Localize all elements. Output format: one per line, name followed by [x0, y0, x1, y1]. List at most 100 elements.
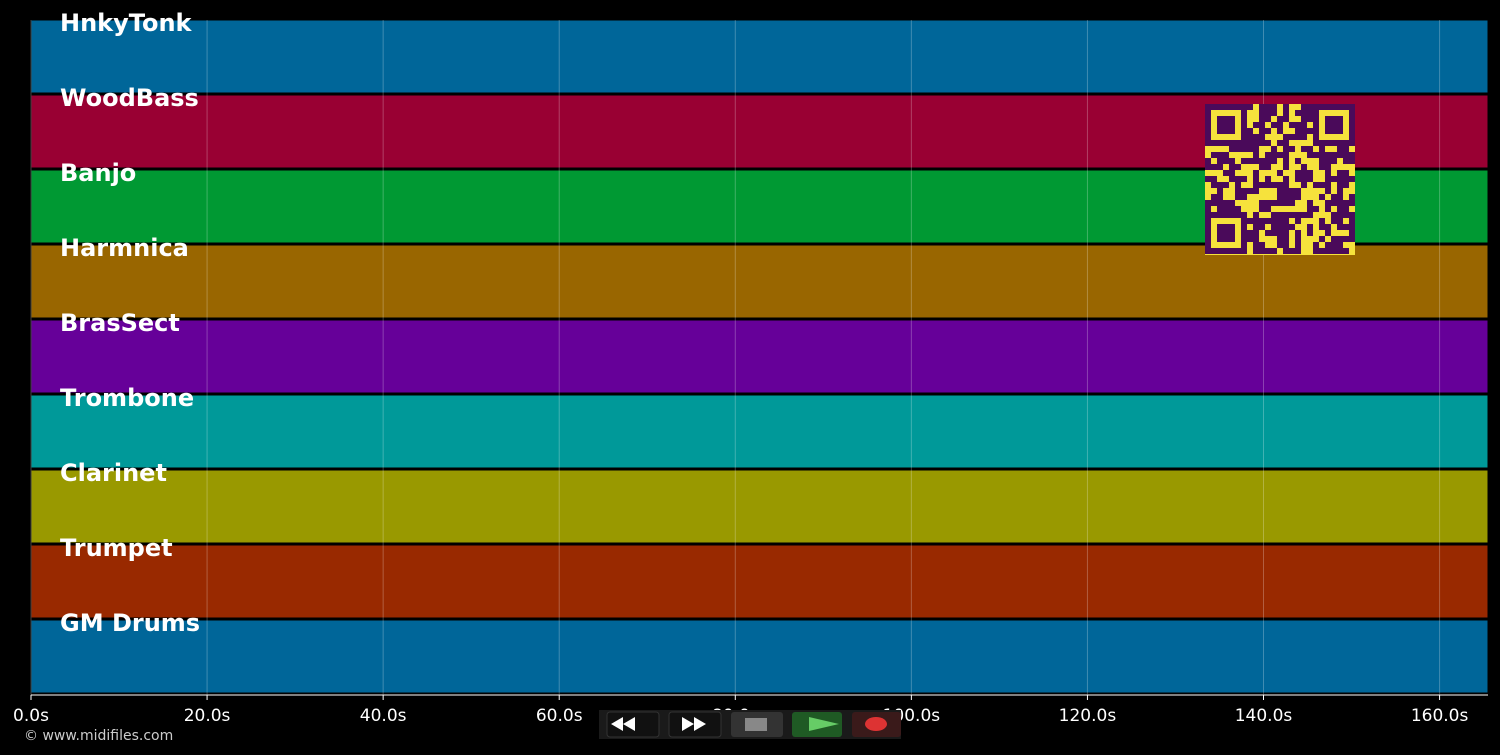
qr-module [1205, 110, 1211, 116]
qr-module [1331, 158, 1337, 164]
qr-module [1277, 194, 1283, 200]
qr-module [1211, 200, 1217, 206]
qr-module [1349, 110, 1355, 116]
qr-module [1253, 152, 1259, 158]
qr-module [1223, 200, 1229, 206]
play-button[interactable] [792, 712, 842, 737]
qr-module [1241, 110, 1247, 116]
qr-module [1325, 188, 1331, 194]
qr-module [1265, 206, 1271, 212]
qr-module [1283, 104, 1289, 110]
qr-module [1223, 230, 1229, 236]
qr-module [1337, 152, 1343, 158]
track-name: GM Drums [60, 609, 200, 637]
qr-module [1253, 176, 1259, 182]
qr-module [1247, 236, 1253, 242]
qr-module [1283, 212, 1289, 218]
qr-module [1307, 116, 1313, 122]
qr-module [1337, 170, 1343, 176]
forward-button[interactable] [668, 711, 722, 738]
qr-module [1259, 248, 1265, 254]
qr-module [1223, 140, 1229, 146]
qr-module [1223, 212, 1229, 218]
qr-module [1235, 188, 1241, 194]
qr-module [1325, 122, 1331, 128]
qr-module [1247, 140, 1253, 146]
qr-module [1205, 230, 1211, 236]
qr-module [1211, 140, 1217, 146]
qr-module [1349, 194, 1355, 200]
rewind-button[interactable] [606, 711, 660, 738]
qr-module [1265, 140, 1271, 146]
qr-module [1349, 200, 1355, 206]
qr-module [1277, 140, 1283, 146]
qr-module [1283, 134, 1289, 140]
qr-module [1343, 224, 1349, 230]
qr-module [1235, 182, 1241, 188]
qr-module [1235, 176, 1241, 182]
qr-module [1247, 230, 1253, 236]
qr-module [1265, 164, 1271, 170]
qr-module [1319, 248, 1325, 254]
qr-module [1331, 194, 1337, 200]
qr-module [1313, 122, 1319, 128]
qr-module [1229, 116, 1235, 122]
track-name: Banjo [60, 159, 136, 187]
qr-module [1349, 218, 1355, 224]
qr-module [1211, 194, 1217, 200]
qr-module [1241, 104, 1247, 110]
qr-module [1283, 176, 1289, 182]
qr-module [1205, 236, 1211, 242]
qr-module [1253, 188, 1259, 194]
stop-button[interactable] [731, 712, 783, 737]
qr-module [1349, 212, 1355, 218]
qr-module [1325, 182, 1331, 188]
qr-module [1211, 104, 1217, 110]
qr-module [1253, 212, 1259, 218]
qr-module [1307, 224, 1313, 230]
qr-module [1265, 200, 1271, 206]
qr-module [1247, 188, 1253, 194]
qr-module [1295, 212, 1301, 218]
qr-module [1295, 236, 1301, 242]
qr-module [1295, 188, 1301, 194]
qr-module [1265, 248, 1271, 254]
qr-module [1277, 122, 1283, 128]
qr-module [1205, 128, 1211, 134]
qr-module [1289, 134, 1295, 140]
qr-module [1319, 146, 1325, 152]
track-lane [30, 619, 1489, 694]
qr-module [1307, 110, 1313, 116]
qr-module [1265, 128, 1271, 134]
qr-module [1277, 224, 1283, 230]
qr-module [1301, 146, 1307, 152]
qr-module [1295, 170, 1301, 176]
qr-module [1301, 182, 1307, 188]
qr-module [1229, 158, 1235, 164]
qr-module [1223, 128, 1229, 134]
qr-module [1289, 224, 1295, 230]
qr-module [1247, 104, 1253, 110]
qr-module [1241, 212, 1247, 218]
qr-module [1343, 146, 1349, 152]
qr-module [1295, 134, 1301, 140]
qr-module [1313, 128, 1319, 134]
x-tick-label: 60.0s [536, 706, 583, 726]
qr-module [1259, 104, 1265, 110]
qr-module [1331, 218, 1337, 224]
qr-code [1205, 104, 1355, 255]
track-lane [30, 244, 1489, 319]
qr-module [1289, 194, 1295, 200]
qr-module [1349, 158, 1355, 164]
qr-module [1295, 194, 1301, 200]
qr-module [1241, 158, 1247, 164]
qr-module [1217, 206, 1223, 212]
qr-module [1271, 152, 1277, 158]
qr-module [1271, 212, 1277, 218]
record-button[interactable] [852, 712, 901, 737]
qr-module [1265, 218, 1271, 224]
qr-module [1265, 110, 1271, 116]
qr-module [1217, 194, 1223, 200]
qr-module [1283, 194, 1289, 200]
qr-module [1259, 134, 1265, 140]
